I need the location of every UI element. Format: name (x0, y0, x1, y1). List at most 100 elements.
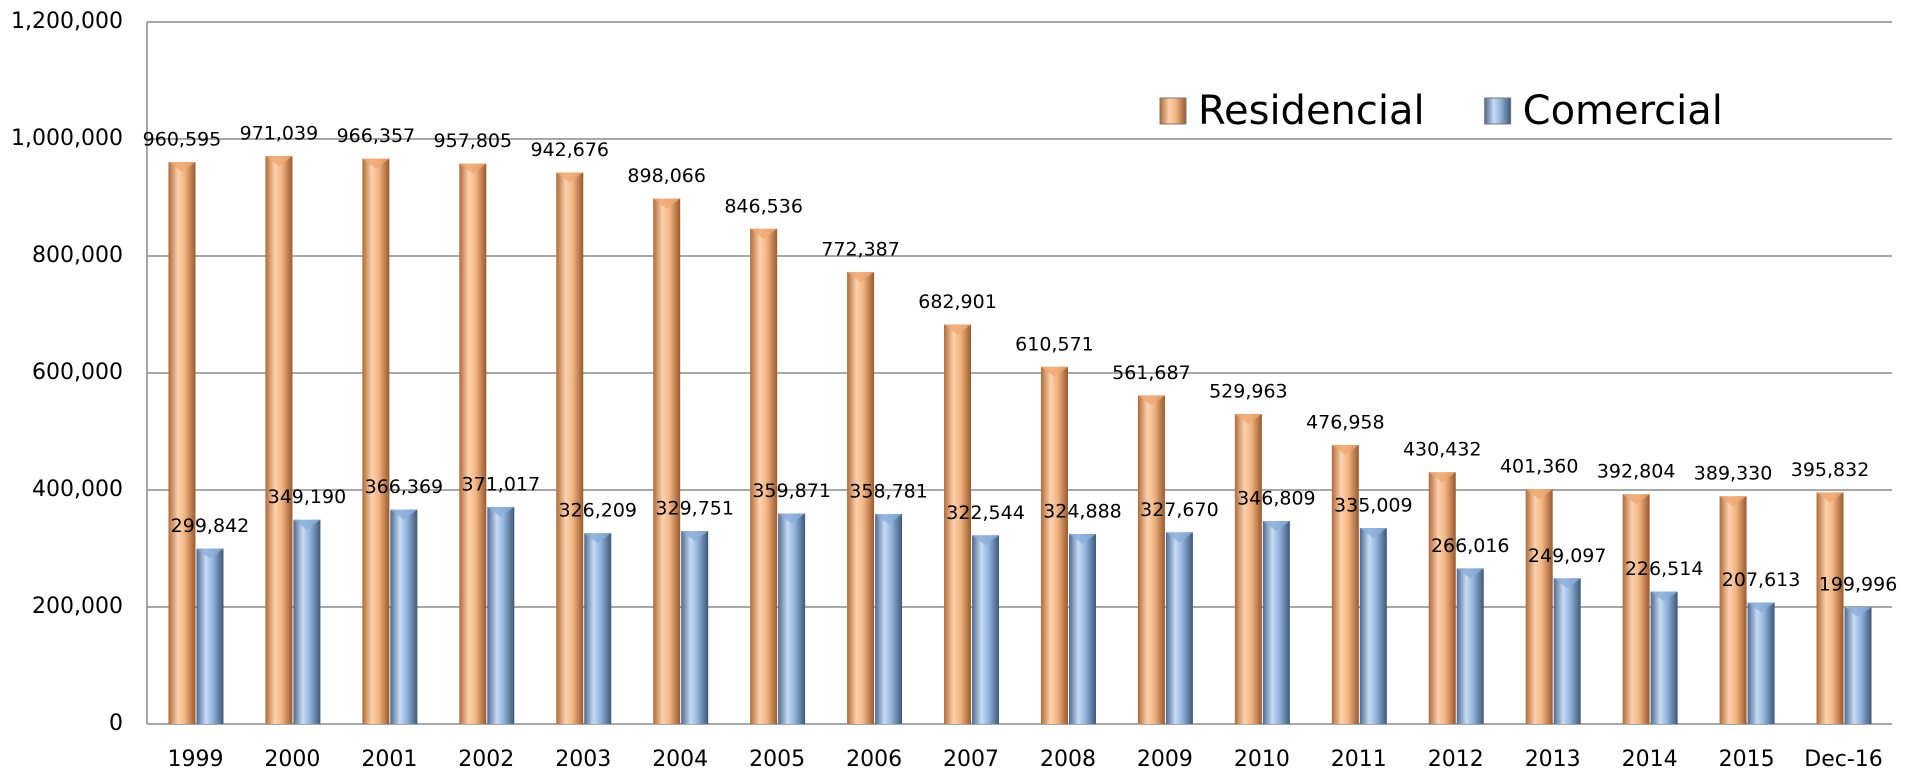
x-tick-label: 2006 (846, 747, 902, 770)
bar (1165, 532, 1193, 724)
bar (681, 531, 709, 724)
y-tick-label: 200,000 (32, 594, 123, 619)
x-tick-label: 1999 (167, 747, 223, 770)
data-label: 898,066 (627, 165, 706, 187)
bar-cap (390, 509, 418, 520)
bar (1816, 492, 1844, 724)
bar-cap (778, 513, 806, 524)
data-label: 322,544 (946, 502, 1025, 524)
bar (487, 506, 515, 724)
bar (1068, 533, 1096, 724)
legend-label: Residencial (1198, 88, 1425, 134)
bar (1525, 489, 1553, 724)
bar-cap (875, 514, 903, 525)
x-tick-label: 2003 (555, 747, 611, 770)
bar (847, 272, 875, 724)
bar (584, 533, 612, 724)
bar-cap (265, 155, 293, 166)
bar-cap (556, 172, 584, 183)
bar (653, 198, 681, 724)
bar (1234, 413, 1262, 724)
x-tick-label: 2012 (1428, 747, 1484, 770)
bar (168, 162, 196, 724)
x-tick-label: Dec-16 (1804, 747, 1883, 770)
bar (875, 514, 903, 724)
data-label: 199,996 (1819, 574, 1898, 596)
data-label: 971,039 (240, 122, 319, 144)
y-tick-label: 0 (109, 711, 123, 736)
bar-cap (1428, 472, 1456, 483)
bar-cap (1456, 568, 1484, 579)
bar-cap (168, 162, 196, 173)
bar-cap (487, 506, 515, 517)
legend-swatch (1484, 97, 1512, 125)
data-label: 529,963 (1209, 380, 1288, 402)
bar-cap (1553, 578, 1581, 589)
bar-cap (293, 519, 321, 530)
bar-cap (1068, 533, 1096, 544)
data-label: 249,097 (1528, 545, 1607, 567)
data-label: 324,888 (1043, 500, 1122, 522)
bar-cap (196, 548, 224, 559)
bar (1331, 444, 1359, 724)
bar-cap (584, 533, 612, 544)
data-label: 327,670 (1140, 499, 1219, 521)
bar-cap (750, 228, 778, 239)
data-label: 226,514 (1625, 558, 1704, 580)
legend-label: Comercial (1523, 88, 1723, 134)
data-label: 329,751 (655, 498, 734, 520)
data-label: 772,387 (821, 239, 900, 261)
y-tick-label: 600,000 (32, 360, 123, 385)
data-label: 335,009 (1334, 495, 1413, 517)
bar-cap (1525, 489, 1553, 500)
bar (778, 513, 806, 724)
x-tick-label: 2008 (1040, 747, 1096, 770)
data-label: 966,357 (337, 125, 416, 147)
x-tick-label: 2004 (652, 747, 708, 770)
data-label: 476,958 (1306, 411, 1385, 433)
data-label: 942,676 (530, 139, 609, 161)
data-label: 957,805 (434, 130, 513, 152)
data-label: 389,330 (1694, 463, 1773, 485)
bar-cap (1844, 607, 1872, 618)
bar-cap (681, 531, 709, 542)
bar (196, 548, 224, 724)
data-label: 299,842 (171, 515, 250, 537)
x-tick-label: 2015 (1719, 747, 1775, 770)
bar (1553, 578, 1581, 724)
bar (1844, 607, 1872, 724)
x-tick-label: 2009 (1137, 747, 1193, 770)
legend-swatch (1159, 97, 1187, 125)
bar (1040, 366, 1068, 724)
bar (944, 324, 972, 724)
x-tick-label: 2000 (264, 747, 320, 770)
bar-cap (944, 324, 972, 335)
bar-cap (1719, 496, 1747, 507)
bar (556, 172, 584, 724)
x-tick-label: 2013 (1525, 747, 1581, 770)
x-tick-label: 2005 (749, 747, 805, 770)
data-label: 392,804 (1597, 461, 1676, 483)
bar (972, 535, 1000, 724)
x-tick-label: 2007 (943, 747, 999, 770)
bar (1262, 521, 1290, 724)
x-tick-label: 2002 (458, 747, 514, 770)
bar-cap (459, 163, 487, 174)
data-label: 960,595 (143, 129, 222, 151)
bar (390, 509, 418, 724)
bar (265, 155, 293, 724)
bar-cap (1165, 532, 1193, 543)
bar (459, 163, 487, 724)
data-label: 358,781 (849, 481, 928, 503)
data-label: 395,832 (1791, 459, 1870, 481)
data-label: 366,369 (365, 476, 444, 498)
bar (1137, 395, 1165, 724)
bar-cap (1622, 494, 1650, 505)
bar (1456, 568, 1484, 724)
bar-cap (1359, 528, 1387, 539)
y-tick-label: 1,200,000 (11, 9, 123, 34)
bar (1428, 472, 1456, 724)
bar (1359, 528, 1387, 724)
data-label: 207,613 (1722, 569, 1801, 591)
